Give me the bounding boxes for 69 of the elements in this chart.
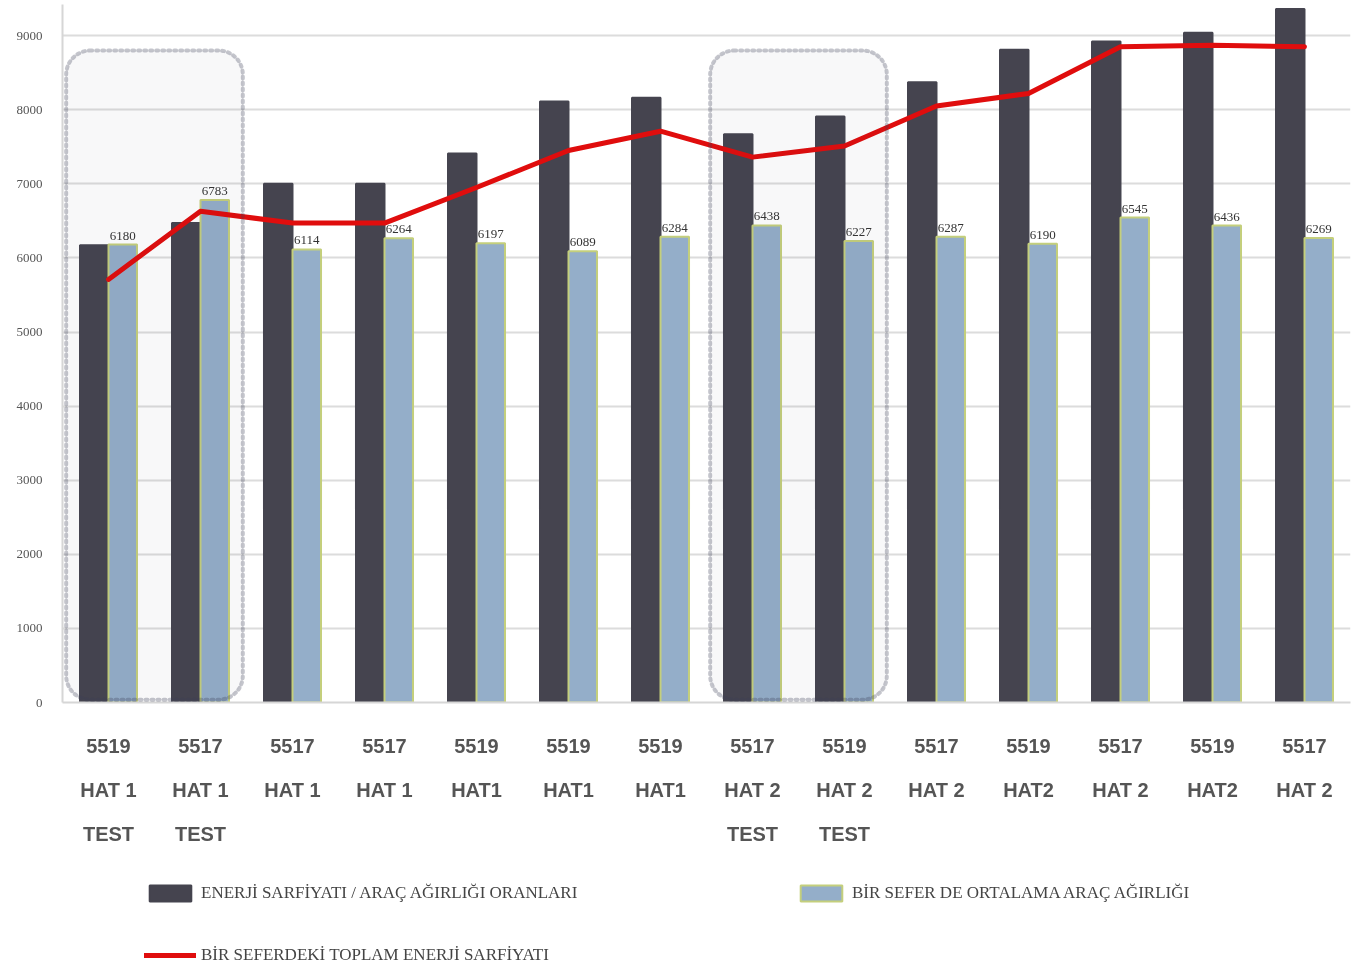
y-tick-label: 5000 <box>16 324 43 340</box>
bar <box>1182 31 1214 703</box>
bar <box>107 243 139 703</box>
legend-label: ENERJİ SARFİYATI / ARAÇ AĞIRLIĞI ORANLARI <box>201 882 579 904</box>
data-label: 6227 <box>845 224 873 240</box>
bar <box>1211 224 1243 703</box>
legend-label: BİR SEFERDEKİ TOPLAM ENERJİ SARFİYATI <box>201 944 550 966</box>
bar <box>722 133 754 703</box>
bar <box>291 248 323 703</box>
data-label: 6180 <box>109 227 136 243</box>
x-tick-label: 5517 HAT 2 <box>908 734 965 801</box>
x-tick-label: 5519 HAT1 <box>543 734 594 801</box>
y-tick-label: 2000 <box>16 546 43 562</box>
x-tick-label: 5517 HAT 1 <box>356 734 413 801</box>
bar <box>1027 242 1059 703</box>
data-label: 6284 <box>661 219 689 235</box>
bar <box>354 182 386 703</box>
bar <box>630 96 662 703</box>
x-tick-label: 5517 HAT 2 <box>1092 734 1149 801</box>
bar <box>475 242 507 703</box>
bar <box>170 222 202 703</box>
data-label: 6287 <box>937 219 965 235</box>
bar <box>567 250 599 703</box>
x-tick-label: 5519 HAT 1 TEST <box>80 734 137 845</box>
data-label: 6190 <box>1029 226 1056 242</box>
bar <box>998 48 1030 703</box>
data-label: 6436 <box>1213 208 1241 224</box>
bar <box>1303 236 1335 703</box>
bar <box>751 224 783 703</box>
bar <box>935 235 967 703</box>
bar <box>659 235 691 703</box>
data-label: 6197 <box>477 226 505 242</box>
bar <box>383 237 415 703</box>
bar <box>843 240 875 703</box>
bar <box>199 198 231 703</box>
y-tick-label: 7000 <box>16 175 43 191</box>
data-label: 6114 <box>294 232 321 248</box>
y-tick-label: 0 <box>36 694 43 710</box>
x-tick-label: 5519 HAT2 <box>1187 734 1238 801</box>
x-tick-label: 5519 HAT1 <box>635 734 686 801</box>
x-tick-label: 5517 HAT 1 <box>264 734 321 801</box>
bar <box>538 100 570 703</box>
bar <box>262 182 294 703</box>
x-tick-label: 5517 HAT 1 TEST <box>172 734 229 845</box>
y-tick-label: 4000 <box>16 398 43 414</box>
bar <box>446 152 478 703</box>
y-tick-label: 3000 <box>16 472 43 488</box>
y-tick-label: 8000 <box>16 101 43 117</box>
data-label: 6264 <box>385 221 413 237</box>
x-tick-label: 5517 HAT 2 <box>1276 734 1333 801</box>
bar <box>906 81 938 703</box>
y-tick-label: 1000 <box>16 620 43 636</box>
legend-label: BİR SEFER DE ORTALAMA ARAÇ AĞIRLIĞI <box>852 882 1191 904</box>
data-label: 6783 <box>201 182 228 198</box>
y-tick-label: 6000 <box>16 249 43 265</box>
bar <box>1274 7 1306 703</box>
data-label: 6089 <box>569 234 596 250</box>
bar <box>1090 40 1122 703</box>
x-tick-label: 5519 HAT 2 TEST <box>816 734 873 845</box>
data-label: 6545 <box>1121 200 1148 216</box>
x-tick-label: 5519 HAT1 <box>451 734 502 801</box>
data-label: 6438 <box>753 208 780 224</box>
bar <box>814 115 846 703</box>
y-tick-label: 9000 <box>16 27 43 43</box>
x-tick-label: 5517 HAT 2 TEST <box>724 734 781 845</box>
bar <box>78 244 110 703</box>
bar <box>1119 216 1151 703</box>
data-label: 6269 <box>1305 220 1332 236</box>
x-tick-label: 5519 HAT2 <box>1003 734 1054 801</box>
